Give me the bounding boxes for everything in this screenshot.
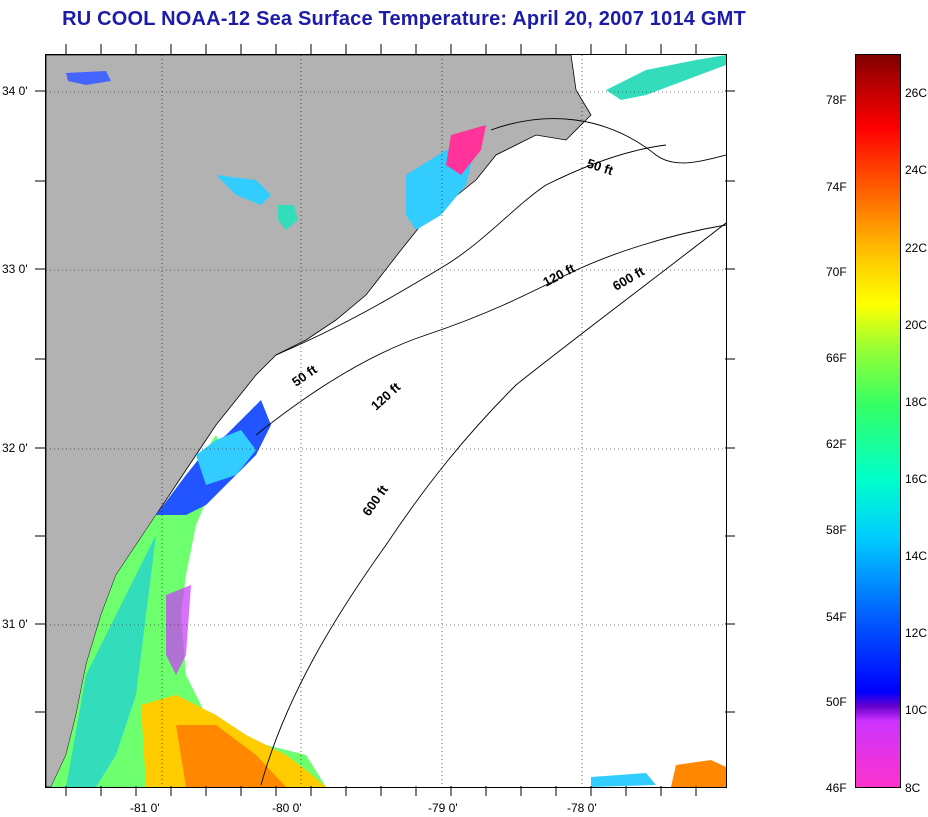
colorbar-label-26C: 26C [905, 86, 928, 100]
sst-map: 50 ft 120 ft 600 ft 50 ft 120 ft 600 ft [45, 54, 727, 788]
colorbar-label-58F: 58F [826, 523, 847, 537]
colorbar-label-12C: 12C [905, 626, 928, 640]
colorbar-label-66F: 66F [826, 351, 847, 365]
colorbar-label-70F: 70F [826, 265, 847, 279]
colorbar-label-78F: 78F [826, 93, 847, 107]
lon-label-81: -81 0' [130, 801, 160, 815]
colorbar-label-14C: 14C [905, 549, 928, 563]
land-mass [46, 55, 592, 787]
lat-label-31: 31 0' [2, 617, 28, 631]
temperature-colorbar [855, 54, 901, 788]
map-canvas: 50 ft 120 ft 600 ft 50 ft 120 ft 600 ft [46, 55, 726, 787]
colorbar-label-20C: 20C [905, 318, 928, 332]
colorbar-label-10C: 10C [905, 703, 928, 717]
sst-patches [51, 55, 726, 787]
map-title: RU COOL NOAA-12 Sea Surface Temperature:… [62, 8, 746, 30]
lat-label-33: 33 0' [2, 262, 28, 276]
colorbar-label-62F: 62F [826, 437, 847, 451]
graticule [46, 55, 726, 787]
lon-label-79: -79 0' [428, 801, 458, 815]
lon-label-80: -80 0' [272, 801, 302, 815]
colorbar-label-54F: 54F [826, 610, 847, 624]
colorbar-label-46F: 46F [826, 781, 847, 795]
colorbar-label-8C: 8C [905, 781, 921, 795]
colorbar-label-18C: 18C [905, 395, 928, 409]
colorbar-label-74F: 74F [826, 180, 847, 194]
colorbar-label-24C: 24C [905, 163, 928, 177]
lon-label-78: -78 0' [567, 801, 597, 815]
lat-label-32: 32 0' [2, 441, 28, 455]
colorbar-label-22C: 22C [905, 241, 928, 255]
colorbar-label-50F: 50F [826, 695, 847, 709]
lat-label-34: 34 0' [2, 84, 28, 98]
depth-contours [255, 118, 726, 786]
colorbar-label-16C: 16C [905, 472, 928, 486]
